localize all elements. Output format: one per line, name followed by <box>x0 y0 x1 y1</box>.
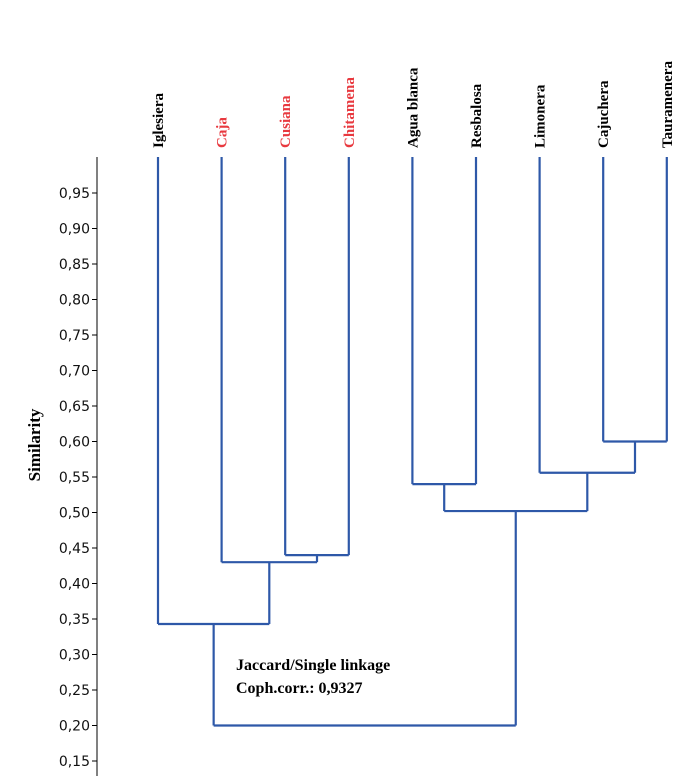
y-tick-label: 0,35 <box>59 612 90 628</box>
y-tick-label: 0,90 <box>59 222 90 238</box>
y-tick-label: 0,60 <box>59 435 90 451</box>
y-tick-label: 0,85 <box>59 257 90 273</box>
y-axis-label: Similarity <box>25 408 44 481</box>
y-tick-label: 0,55 <box>59 470 90 486</box>
y-tick-label: 0,20 <box>59 719 90 735</box>
y-tick-label: 0,70 <box>59 364 90 380</box>
y-tick-label: 0,45 <box>59 541 90 557</box>
leaf-label: Chitamena <box>342 77 358 148</box>
y-axis: 0,15 0,20 0,25 0,30 0,35 0,40 0,45 0,50 0,55 0,60… <box>59 157 98 776</box>
y-tick-label: 0,50 <box>59 506 90 522</box>
y-tick-label: 0,40 <box>59 577 90 593</box>
dendrogram-links <box>156 157 668 727</box>
leaf-label: Iglesiera <box>151 93 167 148</box>
coph-corr-annotation: Coph.corr.: 0,9327 <box>236 680 363 697</box>
y-tick-label: 0,65 <box>59 399 90 415</box>
leaf-label: Limonera <box>533 84 549 148</box>
leaf-label: Cajuchera <box>596 80 612 148</box>
y-tick-label: 0,95 <box>59 186 90 202</box>
method-annotation: Jaccard/Single linkage <box>236 657 390 674</box>
y-tick-label: 0,15 <box>59 754 90 770</box>
y-tick-label: 0,75 <box>59 328 90 344</box>
y-tick-label: 0,25 <box>59 683 90 699</box>
y-tick-label: 0,80 <box>59 293 90 309</box>
leaf-labels: Iglesiera Caja Cusiana Chitamena Agua blanca… <box>151 61 676 148</box>
leaf-label: Caja <box>215 117 231 148</box>
leaf-label: Cusiana <box>278 95 294 148</box>
leaf-label: Resbalosa <box>469 83 485 148</box>
leaf-label: Tauramenera <box>660 61 676 148</box>
leaf-label: Agua blanca <box>405 67 421 148</box>
y-tick-label: 0,30 <box>59 648 90 664</box>
